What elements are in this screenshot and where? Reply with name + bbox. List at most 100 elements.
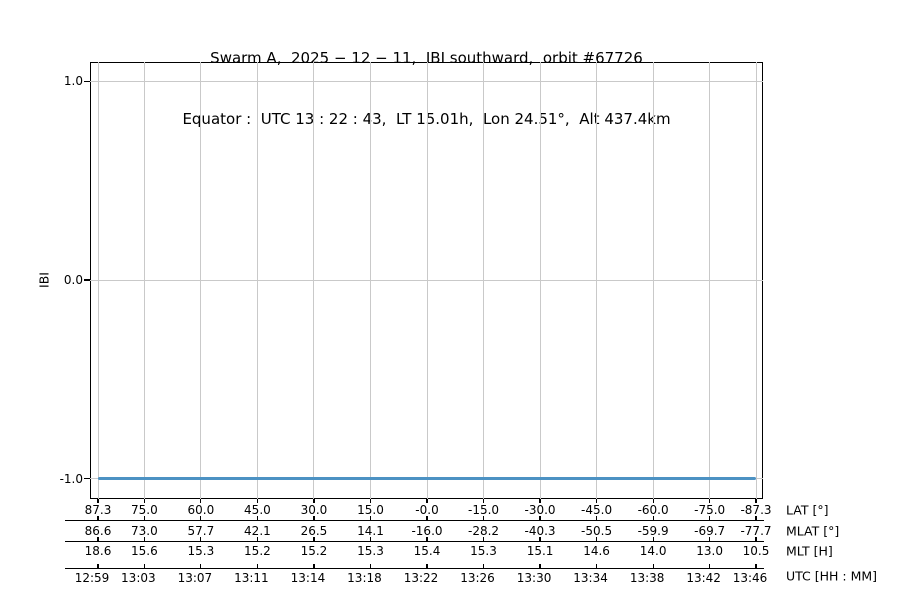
axis-row-value: 15.3 xyxy=(470,544,497,558)
axis-row-tick xyxy=(595,563,598,568)
chart-title-block: Swarm A, 2025 − 12 − 11, IBI southward, … xyxy=(90,9,763,169)
axis-row-value: -16.0 xyxy=(411,523,443,538)
x-gridline xyxy=(483,61,485,499)
axis-row-tick xyxy=(369,515,372,520)
axis-row-value: -50.5 xyxy=(581,523,613,538)
axis-row-tick xyxy=(200,515,202,520)
axis-row-value: 42.1 xyxy=(244,523,271,538)
axis-row-value: -75.0 xyxy=(694,502,726,517)
x-tick xyxy=(256,498,258,503)
axis-row-value: 15.2 xyxy=(300,544,328,558)
axis-row-value: 13:22 xyxy=(403,570,439,585)
axis-row-tick xyxy=(426,536,428,541)
x-gridline xyxy=(755,61,757,499)
axis-row-value: 14.1 xyxy=(357,523,384,538)
axis-row-value: 73.0 xyxy=(130,523,158,538)
axis-row-tick xyxy=(313,563,315,568)
x-gridline xyxy=(313,61,315,499)
axis-row-value: 13:11 xyxy=(234,570,269,585)
axis-row-value: 13:30 xyxy=(516,570,552,585)
x-tick xyxy=(200,498,202,503)
x-tick xyxy=(709,498,711,503)
axis-row-value: -28.2 xyxy=(467,523,500,538)
axis-row-value: 15.4 xyxy=(413,544,441,558)
axis-row-tick xyxy=(97,536,99,541)
axis-row-value: 15.2 xyxy=(244,544,271,558)
x-gridline xyxy=(200,61,202,499)
axis-row-value: 15.3 xyxy=(187,544,215,558)
axis-row-tick xyxy=(652,515,654,520)
axis-row-tick xyxy=(482,536,485,541)
axis-row-value: 26.5 xyxy=(300,523,328,538)
y-tick-label: -1.0 xyxy=(59,471,83,486)
axis-row-tick xyxy=(256,536,258,541)
axis-row-tick xyxy=(313,536,315,541)
axis-row-value: -0.0 xyxy=(415,502,439,517)
x-gridline xyxy=(709,61,711,499)
axis-row-value: 13:46 xyxy=(732,570,768,585)
axis-row-tick xyxy=(652,536,654,541)
axis-row-value: 13:38 xyxy=(629,570,665,585)
axis-row-tick xyxy=(755,515,757,520)
axis-row-tick xyxy=(369,536,372,541)
axis-row-value: 18.6 xyxy=(84,544,112,558)
axis-row-tick xyxy=(143,563,145,568)
x-gridline xyxy=(256,61,258,499)
x-gridline xyxy=(539,61,541,499)
axis-row-tick xyxy=(755,536,757,541)
x-gridline xyxy=(596,61,598,499)
axis-row-value: -59.9 xyxy=(637,523,669,538)
axis-row-caption: LAT [°] xyxy=(786,502,829,517)
x-tick xyxy=(755,498,757,503)
y-tick-label: 0.0 xyxy=(63,273,83,287)
axis-row-tick xyxy=(539,515,541,520)
axis-row-tick xyxy=(426,563,428,568)
x-tick xyxy=(426,498,428,503)
axis-row-value: 14.0 xyxy=(639,544,667,558)
axis-row-tick xyxy=(200,536,202,541)
axis-row-tick xyxy=(595,536,598,541)
axis-row-tick xyxy=(539,563,541,568)
axis-row-value: 30.0 xyxy=(300,502,328,517)
axis-row-tick xyxy=(97,563,99,568)
axis-row-tick xyxy=(755,563,757,568)
axis-row-value: 15.1 xyxy=(526,544,554,558)
axis-row-tick xyxy=(482,515,485,520)
axis-row-separator xyxy=(65,567,764,569)
axis-row-separator xyxy=(65,540,764,542)
axis-row-value: -15.0 xyxy=(467,502,500,517)
axis-row-value: 13:03 xyxy=(121,570,156,585)
axis-row-value: 45.0 xyxy=(244,502,271,517)
axis-row-value: 57.7 xyxy=(187,523,215,538)
axis-row-tick xyxy=(369,563,372,568)
x-gridline xyxy=(97,61,99,499)
x-tick xyxy=(539,498,541,503)
axis-row-tick xyxy=(539,536,541,541)
x-gridline xyxy=(652,61,654,499)
axis-row-value: -40.3 xyxy=(524,523,556,538)
axis-row-tick xyxy=(313,515,315,520)
y-tick xyxy=(83,478,90,480)
x-tick xyxy=(482,498,485,503)
x-tick xyxy=(369,498,372,503)
x-tick xyxy=(313,498,315,503)
x-gridline xyxy=(426,61,428,499)
axis-row-value: -45.0 xyxy=(581,502,613,517)
axis-row-tick xyxy=(143,515,145,520)
axis-row-tick xyxy=(200,563,202,568)
axis-row-value: 12:59 xyxy=(74,570,110,585)
x-tick xyxy=(652,498,654,503)
axis-row-tick xyxy=(256,515,258,520)
axis-row-value: 15.6 xyxy=(130,544,158,558)
x-gridline xyxy=(143,61,145,499)
axis-row-value: 75.0 xyxy=(130,502,158,517)
axis-row-value: 13:07 xyxy=(177,570,213,585)
axis-row-tick xyxy=(97,515,99,520)
axis-row-tick xyxy=(143,536,145,541)
axis-row-value: -77.7 xyxy=(740,523,772,538)
axis-row-value: 13:26 xyxy=(460,570,495,585)
axis-row-value: -87.3 xyxy=(740,502,772,517)
axis-row-value: -69.7 xyxy=(694,523,726,538)
x-tick xyxy=(595,498,598,503)
